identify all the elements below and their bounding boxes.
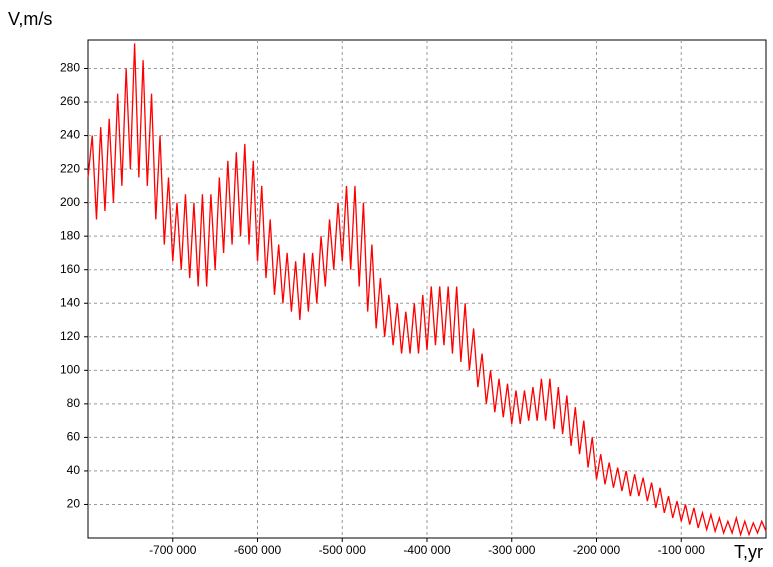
x-tick-label: -600 000 xyxy=(234,543,282,557)
x-tick-label: -700 000 xyxy=(149,543,197,557)
y-tick-label: 20 xyxy=(67,497,81,511)
y-tick-label: 140 xyxy=(60,295,80,309)
y-axis-title: V,m/s xyxy=(8,9,52,29)
x-tick-label: -100 000 xyxy=(658,543,706,557)
y-tick-label: 180 xyxy=(60,228,80,242)
x-tick-label: -300 000 xyxy=(488,543,536,557)
x-tick-label: -400 000 xyxy=(403,543,451,557)
x-tick-label: -500 000 xyxy=(319,543,367,557)
y-tick-label: 220 xyxy=(60,161,80,175)
x-tick-label: -200 000 xyxy=(573,543,621,557)
y-tick-label: 80 xyxy=(67,396,81,410)
x-axis-title: T,yr xyxy=(734,542,763,562)
y-tick-label: 280 xyxy=(60,61,80,75)
y-tick-label: 40 xyxy=(67,463,81,477)
y-tick-label: 200 xyxy=(60,195,80,209)
y-tick-label: 60 xyxy=(67,430,81,444)
y-tick-label: 160 xyxy=(60,262,80,276)
y-tick-label: 120 xyxy=(60,329,80,343)
y-tick-label: 260 xyxy=(60,94,80,108)
y-tick-label: 100 xyxy=(60,362,80,376)
y-tick-label: 240 xyxy=(60,128,80,142)
data-line xyxy=(87,43,767,538)
